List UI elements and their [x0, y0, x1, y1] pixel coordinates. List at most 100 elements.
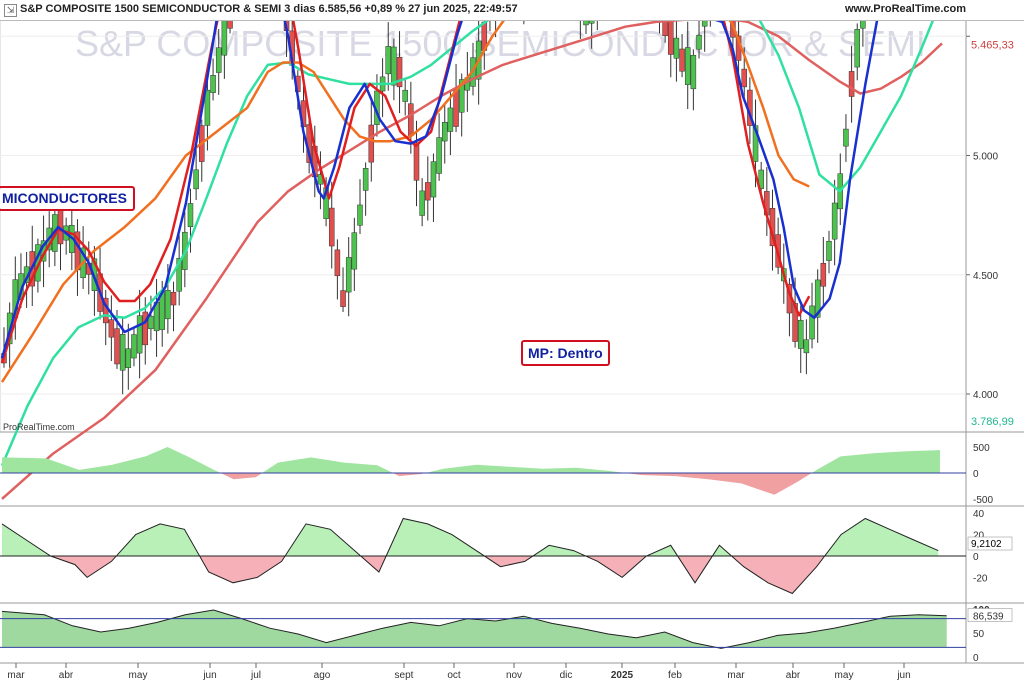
candle — [170, 291, 177, 306]
candle — [809, 305, 815, 340]
candle — [328, 207, 335, 247]
candle — [848, 71, 855, 97]
x-tick-label: feb — [668, 670, 682, 681]
ma-salmon-line — [1, 15, 943, 500]
candle — [357, 204, 363, 226]
candle — [119, 334, 126, 371]
candle — [826, 240, 832, 261]
candle — [453, 88, 459, 127]
osc3-tick-label: 50 — [973, 629, 985, 640]
osc3-tick-label: 0 — [973, 653, 979, 664]
price-tick-label: 5.000 — [973, 152, 998, 163]
chart-header: ⇲ S&P COMPOSITE 1500 SEMICONDUCTOR & SEM… — [0, 0, 1024, 21]
value-tag: 3.786,99 — [971, 416, 1014, 428]
x-tick-label: jun — [896, 670, 910, 681]
osc3-tick-label: 86,539 — [973, 611, 1004, 622]
candle — [176, 258, 182, 292]
osc1-tick-label: -500 — [973, 495, 993, 506]
candle — [221, 17, 228, 56]
osc1-tick-label: 0 — [973, 469, 979, 480]
candle — [436, 137, 442, 174]
osc2-tick-label: 0 — [973, 552, 979, 563]
candle — [402, 89, 408, 102]
candle — [108, 319, 115, 338]
osc2-tag-bg — [967, 536, 1013, 551]
label-mp-dentro: MP: Dentro — [521, 340, 610, 366]
price-tick-label: 4.000 — [973, 390, 998, 401]
candle — [458, 79, 465, 113]
ma-teal-line — [0, 0, 943, 467]
candle — [854, 29, 860, 68]
candle — [425, 182, 431, 201]
candle — [204, 89, 211, 126]
candle — [441, 122, 448, 142]
ma-blue-line — [0, 0, 883, 359]
osc1-positive-area — [2, 447, 940, 473]
candle — [843, 128, 849, 147]
x-tick-label: ago — [314, 670, 331, 681]
candle — [351, 232, 358, 270]
candle — [741, 68, 747, 88]
osc2-tick-label: 40 — [973, 509, 985, 520]
osc2-positive-area — [2, 518, 939, 556]
candle — [148, 315, 154, 330]
x-tick-label: may — [835, 670, 854, 681]
x-tick-label: abr — [59, 670, 74, 681]
candle — [668, 17, 674, 55]
price-tick-label: 4.500 — [973, 271, 998, 282]
candle — [419, 190, 425, 216]
candle — [408, 103, 414, 136]
value-tag-bg — [968, 414, 1018, 428]
candle — [413, 142, 420, 181]
candle — [797, 319, 804, 349]
x-tick-label: 2025 — [611, 670, 634, 681]
candle — [345, 257, 352, 293]
candle — [820, 262, 827, 287]
candle — [684, 47, 691, 85]
x-tick-label: dic — [560, 670, 573, 681]
osc1-negative-area — [2, 473, 940, 495]
osc2-tick-label: -20 — [973, 573, 988, 584]
candle — [679, 48, 685, 72]
osc2-line — [1, 517, 939, 595]
osc3-tag-bg — [967, 608, 1013, 622]
chart-title: S&P COMPOSITE 1500 SEMICONDUCTOR & SEMI … — [20, 3, 518, 15]
x-tick-label: abr — [786, 670, 801, 681]
osc2-tick-label: 20 — [973, 531, 985, 542]
osc1-tick-label: 500 — [973, 443, 990, 454]
candle — [334, 249, 341, 277]
candle — [187, 203, 194, 228]
candle — [131, 334, 137, 359]
site-url[interactable]: www.ProRealTime.com — [844, 3, 966, 15]
candle — [165, 290, 171, 320]
instrument-icon[interactable]: ⇲ — [4, 4, 17, 17]
candle — [673, 37, 680, 59]
candle — [752, 125, 759, 162]
osc2-value-tag: 9,2102 — [971, 539, 1002, 550]
candle — [430, 161, 437, 198]
candle — [215, 47, 222, 73]
candle — [831, 202, 838, 240]
x-tick-label: may — [129, 670, 148, 681]
value-tag: 5.465,33 — [971, 40, 1014, 52]
candle — [696, 34, 702, 50]
candle — [114, 328, 120, 365]
candle — [447, 107, 454, 132]
candle — [210, 75, 216, 93]
candle — [340, 290, 346, 307]
candle — [391, 46, 397, 86]
candle — [396, 56, 403, 88]
candle — [803, 339, 810, 354]
x-tick-label: nov — [506, 670, 522, 681]
candle — [142, 311, 149, 346]
candle — [125, 348, 132, 368]
x-tick-label: jul — [250, 670, 261, 681]
x-tick-label: oct — [447, 670, 461, 681]
x-tick-label: mar — [727, 670, 745, 681]
x-tick-label: jun — [202, 670, 216, 681]
watermark: S&P COMPOSITE 1500 SEMICONDUCTOR & SEMI — [75, 23, 926, 64]
candle — [690, 54, 697, 90]
candle — [362, 168, 369, 191]
osc2-negative-area — [2, 556, 939, 594]
